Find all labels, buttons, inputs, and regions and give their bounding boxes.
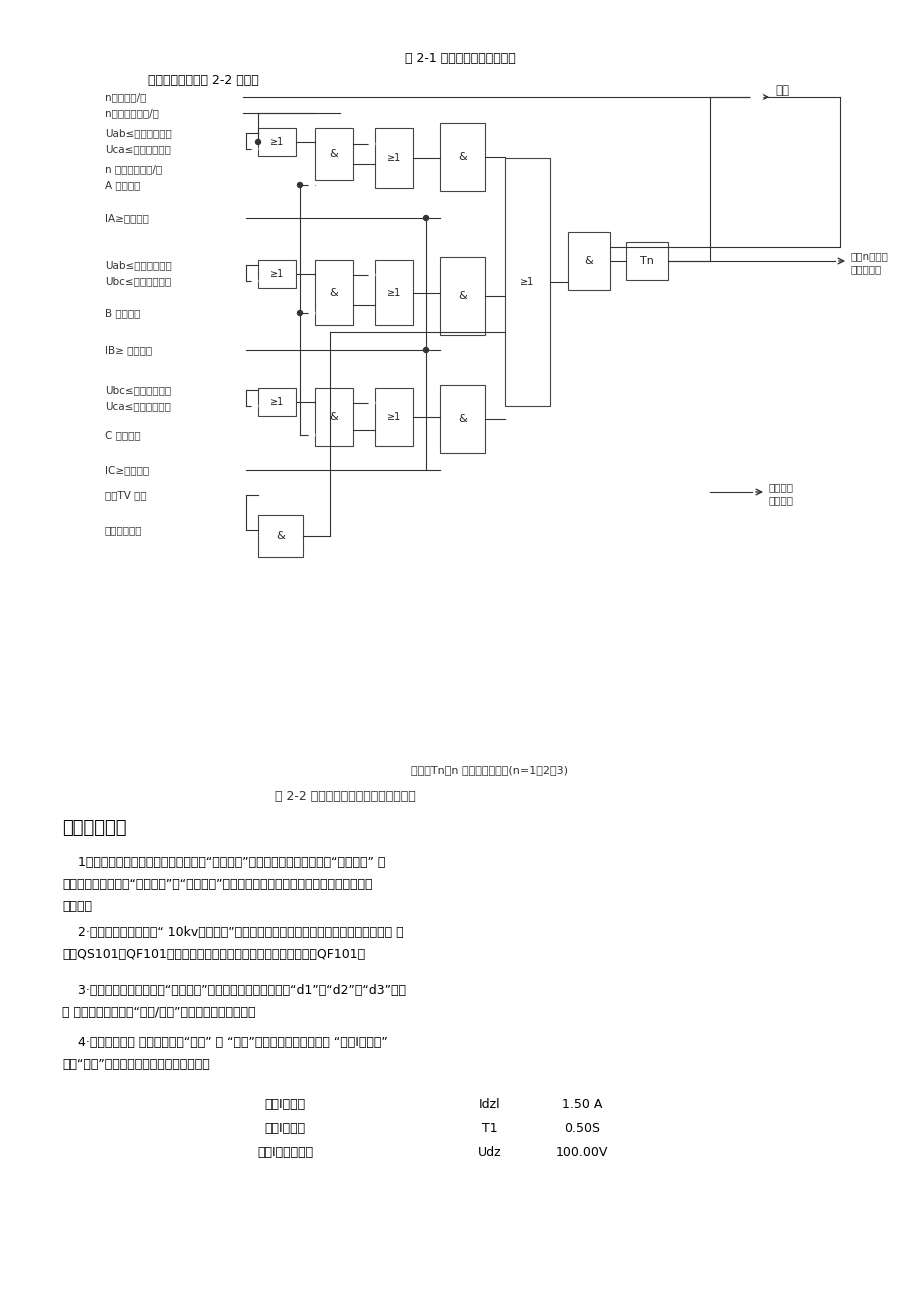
Text: 4·修改保护定値 进入装置菜单“定値” 一 “定値”，输入密码后，进入一 “电流I段保护”: 4·修改保护定値 进入装置菜单“定値” 一 “定値”，输入密码后，进入一 “电流… bbox=[62, 1035, 387, 1048]
Circle shape bbox=[255, 139, 260, 145]
Circle shape bbox=[423, 216, 428, 220]
Circle shape bbox=[309, 432, 314, 437]
FancyBboxPatch shape bbox=[314, 388, 353, 447]
Text: B 相正方向: B 相正方向 bbox=[105, 309, 141, 318]
Text: 电流I段定値: 电流I段定値 bbox=[264, 1098, 305, 1111]
Text: 个接线孔短接。合上“控制开关”和“电源开关”，使实验装置上电，保护装置得电同时停止按: 个接线孔短接。合上“控制开关”和“电源开关”，使实验装置上电，保护装置得电同时停… bbox=[62, 878, 372, 891]
FancyBboxPatch shape bbox=[375, 128, 413, 187]
Circle shape bbox=[309, 310, 314, 316]
Text: &: & bbox=[584, 256, 593, 266]
Text: 电流I段时限: 电流I段时限 bbox=[264, 1121, 305, 1134]
Text: n段电压元件投/退: n段电压元件投/退 bbox=[105, 108, 159, 118]
Circle shape bbox=[252, 404, 257, 409]
Text: 电流I段电压定値: 电流I段电压定値 bbox=[256, 1146, 312, 1159]
Circle shape bbox=[297, 310, 302, 315]
Text: 100.00V: 100.00V bbox=[555, 1146, 607, 1159]
Circle shape bbox=[369, 272, 375, 279]
Text: Uca≤电压元件定値: Uca≤电压元件定値 bbox=[105, 401, 171, 411]
Text: &: & bbox=[329, 288, 338, 297]
Text: 0.50S: 0.50S bbox=[563, 1121, 599, 1134]
Text: 要合QS101、QF101连接线路，实验时保护装置动作时跳开断路器QF101。: 要合QS101、QF101连接线路，实验时保护装置动作时跳开断路器QF101。 bbox=[62, 948, 365, 961]
Text: &: & bbox=[329, 148, 338, 159]
Text: ≥1: ≥1 bbox=[387, 154, 401, 163]
Text: C 相正方向: C 相正方向 bbox=[105, 430, 141, 440]
FancyBboxPatch shape bbox=[375, 260, 413, 326]
Text: Udz: Udz bbox=[478, 1146, 501, 1159]
Text: 1.50 A: 1.50 A bbox=[562, 1098, 602, 1111]
FancyBboxPatch shape bbox=[439, 122, 484, 191]
Text: 鈕灯亮。: 鈕灯亮。 bbox=[62, 900, 92, 913]
Circle shape bbox=[750, 91, 762, 103]
Text: Uab≤电压元件定値: Uab≤电压元件定値 bbox=[105, 128, 172, 138]
Text: ≥1: ≥1 bbox=[520, 277, 534, 286]
Text: IC≥电流定値: IC≥电流定値 bbox=[105, 465, 149, 475]
FancyBboxPatch shape bbox=[625, 242, 667, 280]
Text: 图 2-1 方向元件动作区示意图: 图 2-1 方向元件动作区示意图 bbox=[404, 52, 515, 65]
Text: Uab≤电压元件定値: Uab≤电压元件定値 bbox=[105, 260, 172, 270]
Text: 中央信号: 中央信号 bbox=[768, 495, 793, 505]
Text: Ubc≤电压元件定値: Ubc≤电压元件定値 bbox=[105, 385, 171, 395]
FancyBboxPatch shape bbox=[439, 385, 484, 453]
Text: ≥1: ≥1 bbox=[269, 270, 284, 279]
Text: ≥1: ≥1 bbox=[387, 288, 401, 297]
Text: 相关保护投入: 相关保护投入 bbox=[105, 525, 142, 535]
Circle shape bbox=[252, 146, 257, 152]
FancyBboxPatch shape bbox=[439, 256, 484, 335]
Text: A 相正方向: A 相正方向 bbox=[105, 180, 141, 190]
FancyBboxPatch shape bbox=[505, 158, 550, 406]
FancyBboxPatch shape bbox=[257, 516, 302, 557]
Text: 过流n段动作: 过流n段动作 bbox=[850, 251, 888, 260]
Text: 母线TV 断线: 母线TV 断线 bbox=[105, 490, 146, 500]
Circle shape bbox=[369, 400, 375, 406]
Text: 图中：Tn为n 段过流保护时限(n=1、2、3): 图中：Tn为n 段过流保护时限(n=1、2、3) bbox=[411, 766, 568, 775]
Text: Uca≤电压元件定値: Uca≤电压元件定値 bbox=[105, 145, 171, 154]
FancyBboxPatch shape bbox=[314, 260, 353, 326]
FancyBboxPatch shape bbox=[257, 260, 296, 288]
Text: IA≥电流定値: IA≥电流定値 bbox=[105, 214, 149, 223]
Text: Ubc≤电压元件定値: Ubc≤电压元件定値 bbox=[105, 276, 171, 286]
Text: T1: T1 bbox=[482, 1121, 497, 1134]
Text: 显示、远传: 显示、远传 bbox=[850, 264, 881, 273]
Text: Tn: Tn bbox=[640, 256, 653, 266]
Text: &: & bbox=[276, 531, 285, 542]
Text: &: & bbox=[458, 414, 466, 424]
FancyBboxPatch shape bbox=[314, 128, 353, 180]
Text: 2·按下启动按鈕，旋转“ 10kv进线电压”转换开关检查系统进线电压是否正常，根据实验 需: 2·按下启动按鈕，旋转“ 10kv进线电压”转换开关检查系统进线电压是否正常，根… bbox=[62, 926, 403, 939]
Text: 3·通过实验装置面板上的“故障选择”旋转开关，可选择故障区“d1”、“d2”、“d3”分别: 3·通过实验装置面板上的“故障选择”旋转开关，可选择故障区“d1”、“d2”、“… bbox=[62, 983, 405, 996]
Text: 逻辑原理框图如图 2-2 所示：: 逻辑原理框图如图 2-2 所示： bbox=[148, 73, 258, 86]
Circle shape bbox=[369, 141, 375, 147]
Circle shape bbox=[252, 279, 257, 284]
Text: 一按“确认”按鈕，进入定値修改界面，如：: 一按“确认”按鈕，进入定値修改界面，如： bbox=[62, 1057, 210, 1070]
Circle shape bbox=[297, 182, 302, 187]
Text: ≥1: ≥1 bbox=[269, 137, 284, 147]
Text: 三、实验内容: 三、实验内容 bbox=[62, 819, 127, 837]
Text: 进 行保护实验。并把“远方/就地”开关都打到就地位置。: 进 行保护实验。并把“远方/就地”开关都打到就地位置。 bbox=[62, 1005, 255, 1018]
Text: ≥1: ≥1 bbox=[387, 411, 401, 422]
Circle shape bbox=[423, 348, 428, 353]
Text: n段保护投/退: n段保护投/退 bbox=[105, 92, 146, 102]
FancyBboxPatch shape bbox=[375, 388, 413, 447]
Text: ≥1: ≥1 bbox=[269, 397, 284, 408]
FancyBboxPatch shape bbox=[257, 388, 296, 417]
FancyBboxPatch shape bbox=[257, 128, 296, 156]
Text: &: & bbox=[329, 411, 338, 422]
Text: 图 2-2 三段电流电压方向保护原理框图: 图 2-2 三段电流电压方向保护原理框图 bbox=[275, 789, 414, 802]
Text: IB≥ 电流定値: IB≥ 电流定値 bbox=[105, 345, 152, 355]
Circle shape bbox=[309, 182, 314, 187]
Text: &: & bbox=[458, 152, 466, 161]
Text: 跳闸: 跳闸 bbox=[774, 85, 789, 98]
FancyBboxPatch shape bbox=[567, 232, 609, 290]
Text: n 段方向元件投/退: n 段方向元件投/退 bbox=[105, 164, 162, 174]
Text: 1．首先接好控制回路，用导线将端子“合闸回路”两个接线孔短接，将端子“跳闸回路” 两: 1．首先接好控制回路，用导线将端子“合闸回路”两个接线孔短接，将端子“跳闸回路”… bbox=[62, 855, 385, 868]
Text: &: & bbox=[458, 292, 466, 301]
Text: 保护动作: 保护动作 bbox=[768, 482, 793, 492]
Text: Idzl: Idzl bbox=[479, 1098, 500, 1111]
